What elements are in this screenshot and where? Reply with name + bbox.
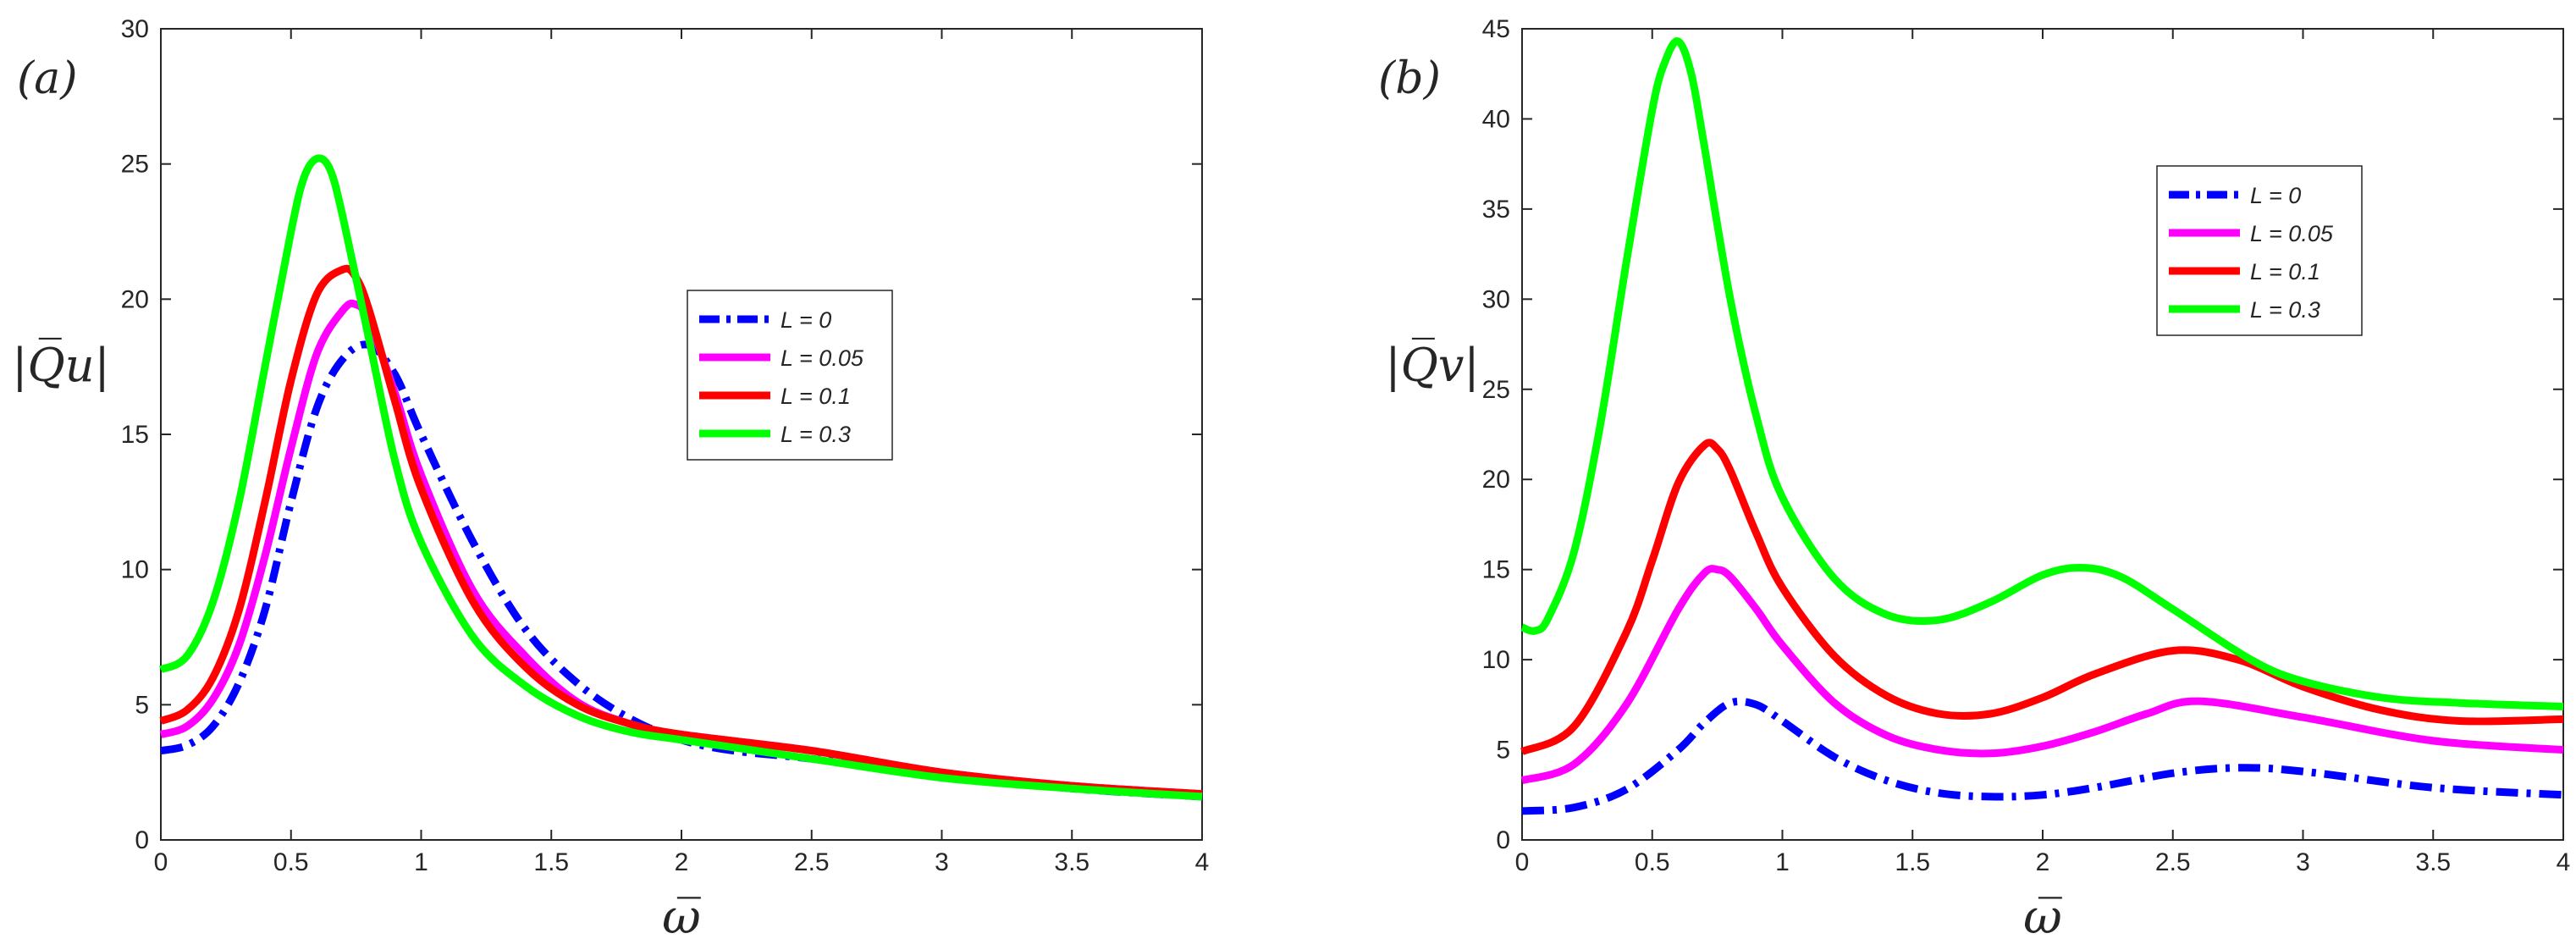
legend-label: L = 0.3 [781,422,851,447]
legend-label: L = 0.05 [2250,221,2334,246]
y-tick-label: 20 [121,285,149,313]
series-line-l-0 [1521,697,2564,815]
y-axis-label-b: |Q̅v| [1385,337,1479,392]
y-tick-label: 5 [1496,737,1510,765]
legend-label: L = 0.05 [781,345,864,371]
panel-b: (b) 0 0.5 1 1.5 2 2.5 3 3.5 4051015202530354045 … [1378,15,2570,945]
x-tick-label: 1.5 [1895,848,1930,876]
panel-label-b: (b) [1378,53,1441,104]
legend-label: L = 0.1 [781,384,851,409]
y-tick-label: 5 [135,691,149,719]
x-tick-label: 3 [2296,848,2310,876]
x-tick-label: 0.5 [1635,848,1670,876]
x-tick-label: 4 [1195,848,1210,876]
y-tick-label: 20 [1482,466,1510,494]
x-tick-label: 1 [414,848,428,876]
y-tick-label: 15 [121,421,149,449]
svg-text:|Q̅v|: |Q̅v| [1385,337,1479,392]
y-tick-label: 10 [1482,646,1510,674]
y-tick-label: 0 [135,826,149,854]
x-tick-label: 4 [2557,848,2571,876]
x-axis-label-a: ω̅ [662,890,701,945]
x-tick-label: 3 [935,848,949,876]
y-tick-label: 30 [1482,285,1510,313]
y-tick-label: 25 [1482,376,1510,404]
x-tick-label: 2 [675,848,689,876]
y-tick-label: 35 [1482,196,1510,224]
x-tick-label: 1.5 [533,848,569,876]
series-line-l-0-05 [1520,565,2564,785]
x-tick-label: 2 [2036,848,2050,876]
x-tick-label: 3.5 [1054,848,1089,876]
series-line-l-0-1 [1520,439,2564,755]
y-tick-label: 45 [1482,15,1510,43]
axes-a: 0 0.5 1 1.5 2 2.5 3 3.5 4 0 5 10 15 20 25 30 [121,15,1210,876]
series-line-l-0-1 [159,264,1203,798]
x-tick-label: 2.5 [2155,848,2191,876]
legend-label: L = 0.3 [2250,297,2320,323]
x-tick-label: 0.5 [273,848,309,876]
series-line-l-0-3 [1520,37,2564,710]
legend-label: L = 0 [781,307,831,333]
x-tick-label: 3.5 [2415,848,2451,876]
y-tick-label: 10 [121,556,149,584]
series-group-b [1520,37,2564,815]
svg-text:|Q̅u|: |Q̅u| [12,337,109,392]
y-tick-label: 30 [121,15,149,43]
x-axis-label-b: ω̅ [2023,890,2062,945]
panel-label-a: (a) [17,53,78,104]
legend-a: L = 0 L = 0.05 L = 0.1 L = 0.3 [687,290,893,461]
y-tick-label: 15 [1482,556,1510,584]
y-tick-label: 40 [1482,105,1510,133]
series-group-a [158,154,1203,801]
y-tick-label: 25 [121,151,149,179]
x-tick-label: 0 [154,848,168,876]
series-line-l-0-3 [158,154,1203,801]
y-tick-label: 0 [1496,826,1510,854]
x-tick-label: 2.5 [794,848,830,876]
x-tick-label: 0 [1515,848,1530,876]
x-tick-label: 1 [1775,848,1790,876]
legend-label: L = 0.1 [2250,259,2320,284]
legend-label: L = 0 [2250,183,2301,208]
legend-b: L = 0 L = 0.05 L = 0.1 L = 0.3 [2156,165,2363,336]
y-axis-label-a: |Q̅u| [12,337,109,392]
plot-area-b [1521,28,2564,841]
plot-area-a [160,28,1203,841]
